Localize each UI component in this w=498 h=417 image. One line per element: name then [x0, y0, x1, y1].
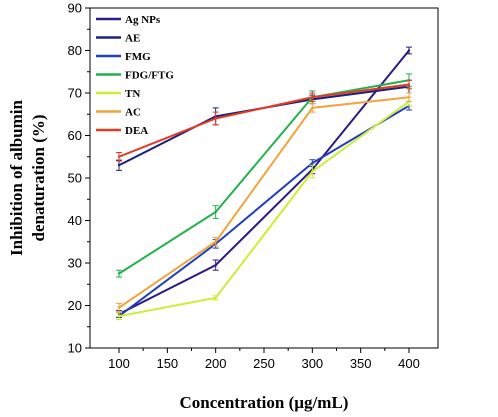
y-tick-label: 50 [68, 171, 82, 186]
data-point [117, 164, 121, 167]
legend-label: TN [125, 88, 140, 100]
data-point [214, 117, 217, 120]
data-point [214, 240, 217, 243]
y-tick-label: 60 [68, 128, 82, 143]
legend-label: AC [125, 107, 141, 119]
legend: Ag NPs AE FMG FDG/FTG TN AC DEA [96, 14, 174, 137]
data-point [117, 314, 121, 318]
series-dea [116, 79, 412, 162]
x-tick-label: 150 [156, 356, 178, 371]
legend-label: Ag NPs [125, 14, 161, 26]
y-tick-label: 70 [68, 86, 82, 101]
axes: 100 150 200 250 300 350 400 10 20 30 40 50 60 70 80 90 [68, 1, 439, 371]
x-tick-label: 200 [205, 356, 227, 371]
series-ae [116, 79, 412, 171]
x-axis-title: Concentration (µg/mL) [180, 393, 349, 412]
series-line-fmg [118, 104, 410, 317]
series-line-fdg-ftg [118, 79, 410, 275]
y-tick-label: 20 [68, 298, 82, 313]
y-axis-title-line2: denaturation (%) [29, 114, 48, 241]
y-tick-label: 10 [68, 341, 82, 356]
legend-label: FDG/FTG [125, 70, 174, 82]
series-line-ac [118, 96, 410, 309]
legend-label: DEA [125, 125, 148, 137]
data-point [407, 83, 411, 86]
data-point [214, 210, 217, 214]
data-point [214, 296, 217, 300]
y-tick-label: 80 [68, 43, 82, 58]
data-point [407, 96, 411, 99]
x-tick-label: 350 [350, 356, 372, 371]
series-line-tn [118, 100, 410, 318]
x-tick-label: 250 [253, 356, 275, 371]
data-point [311, 96, 314, 99]
series-ac [116, 92, 412, 313]
data-point [117, 306, 121, 309]
legend-label: FMG [125, 51, 151, 63]
y-tick-label: 90 [68, 1, 82, 16]
y-tick-label: 30 [68, 256, 82, 271]
series-line-ag-nps [118, 49, 410, 315]
data-point [407, 49, 411, 52]
x-tick-label: 100 [108, 356, 130, 371]
data-point [311, 161, 314, 165]
x-tick-label: 400 [398, 356, 420, 371]
data-point [311, 106, 314, 110]
data-point [214, 263, 217, 267]
series-fmg [116, 101, 412, 321]
series-layer [116, 46, 412, 321]
data-point [311, 170, 314, 173]
y-tick-label: 40 [68, 213, 82, 228]
data-point [117, 155, 121, 158]
x-tick-label: 300 [301, 356, 323, 371]
legend-label: AE [125, 33, 140, 45]
series-line-dea [118, 83, 410, 158]
y-axis-title-line1: Inhibition of albumin [7, 100, 26, 256]
data-point [117, 272, 121, 275]
